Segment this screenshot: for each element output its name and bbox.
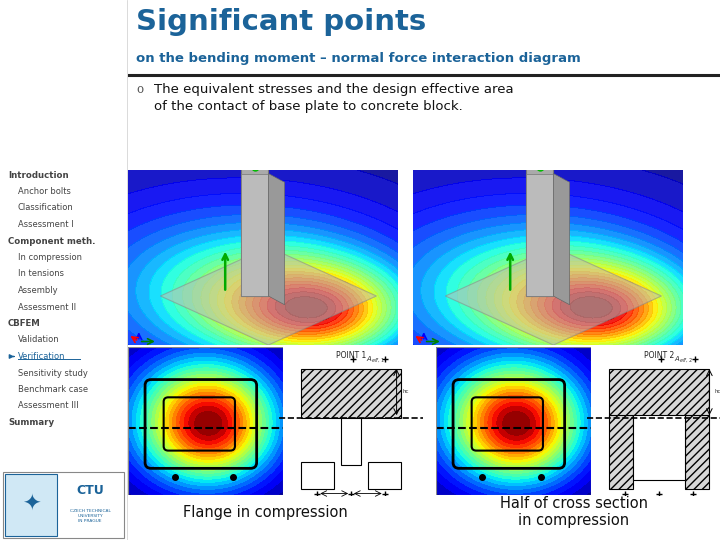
Polygon shape bbox=[526, 173, 554, 296]
Bar bbox=[633, 415, 685, 480]
Text: hc: hc bbox=[402, 389, 409, 394]
Text: Introduction: Introduction bbox=[8, 171, 68, 179]
Text: Sensitivity study: Sensitivity study bbox=[18, 368, 88, 377]
Text: Validation: Validation bbox=[18, 335, 60, 345]
Text: Benchmark case: Benchmark case bbox=[18, 385, 88, 394]
Text: $A_{eff,2}$: $A_{eff,2}$ bbox=[674, 354, 693, 364]
Text: Assessment II: Assessment II bbox=[18, 302, 76, 312]
Text: CTU: CTU bbox=[76, 483, 104, 496]
Text: Summary: Summary bbox=[8, 418, 54, 427]
Bar bbox=[301, 369, 402, 418]
Bar bbox=[368, 462, 402, 489]
Bar bbox=[608, 369, 709, 418]
Text: on the bending moment – normal force interaction diagram: on the bending moment – normal force int… bbox=[136, 52, 581, 65]
Text: Flange in compression: Flange in compression bbox=[183, 504, 348, 519]
Text: Component meth.: Component meth. bbox=[8, 237, 96, 246]
Text: $A_{eff,1}$: $A_{eff,1}$ bbox=[366, 354, 384, 364]
Polygon shape bbox=[446, 247, 662, 345]
Bar bbox=[685, 415, 709, 489]
Bar bbox=[608, 415, 633, 489]
Bar bbox=[341, 418, 361, 465]
Polygon shape bbox=[241, 166, 269, 296]
Text: POINT 2: POINT 2 bbox=[644, 352, 674, 360]
Text: Assessment III: Assessment III bbox=[18, 402, 78, 410]
Text: o: o bbox=[136, 83, 143, 96]
Bar bbox=[301, 462, 334, 489]
Text: Assembly: Assembly bbox=[18, 286, 58, 295]
Text: In tensions: In tensions bbox=[18, 269, 64, 279]
Polygon shape bbox=[269, 173, 284, 305]
Polygon shape bbox=[526, 166, 554, 296]
Text: Assessment I: Assessment I bbox=[18, 220, 73, 229]
Text: In compression: In compression bbox=[18, 253, 82, 262]
Polygon shape bbox=[161, 247, 377, 345]
Text: of the contact of base plate to concrete block.: of the contact of base plate to concrete… bbox=[154, 100, 463, 113]
Text: hc: hc bbox=[714, 389, 720, 394]
Text: Significant points: Significant points bbox=[136, 8, 426, 36]
Polygon shape bbox=[554, 173, 570, 305]
Text: Classification: Classification bbox=[18, 204, 73, 213]
Bar bbox=[3, 472, 124, 538]
Text: CZECH TECHNICAL
UNIVERSITY
IN PRAGUE: CZECH TECHNICAL UNIVERSITY IN PRAGUE bbox=[70, 509, 110, 523]
Text: Anchor bolts: Anchor bolts bbox=[18, 187, 71, 196]
Text: Verification: Verification bbox=[18, 352, 66, 361]
Text: CBFEM: CBFEM bbox=[8, 319, 41, 328]
Text: The equivalent stresses and the design effective area: The equivalent stresses and the design e… bbox=[154, 83, 513, 96]
Bar bbox=[5, 474, 57, 536]
Text: ✦: ✦ bbox=[22, 495, 40, 515]
Text: Half of cross section
in compression: Half of cross section in compression bbox=[500, 496, 647, 528]
Polygon shape bbox=[241, 173, 269, 296]
Text: POINT 1: POINT 1 bbox=[336, 352, 366, 360]
